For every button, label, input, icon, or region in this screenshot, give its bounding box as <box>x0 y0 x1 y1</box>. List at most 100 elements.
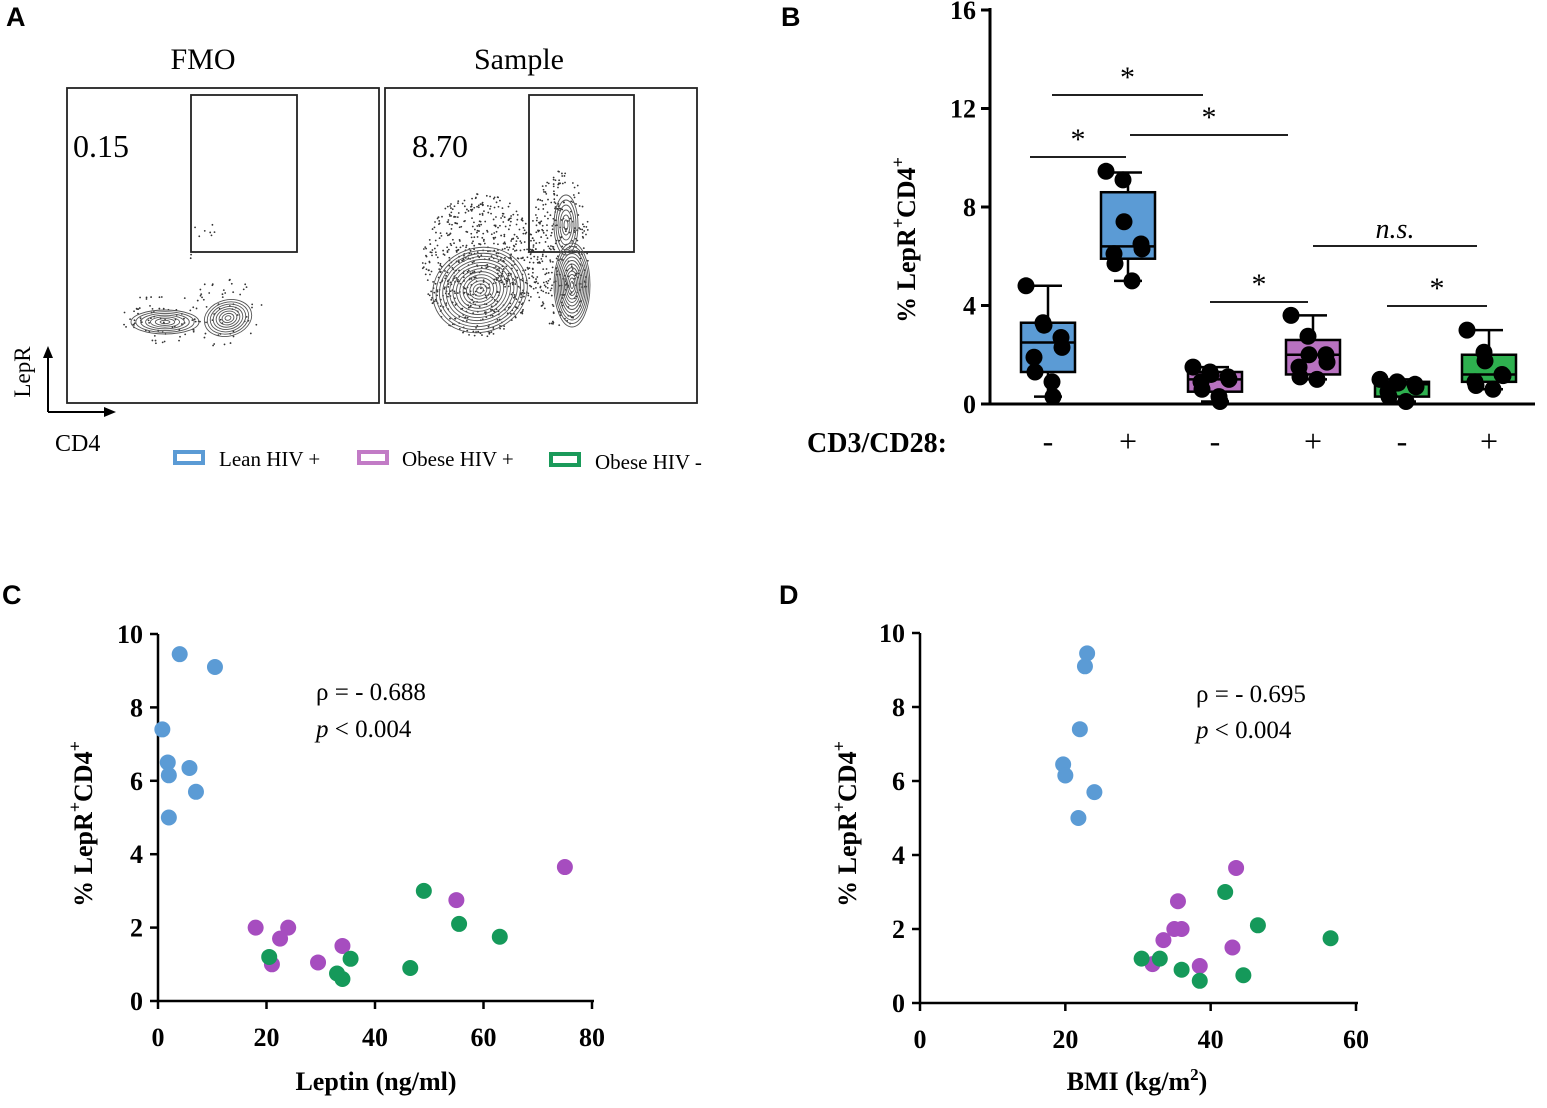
event-dot <box>520 278 522 281</box>
event-dot <box>476 236 479 238</box>
event-dot <box>493 206 496 209</box>
event-dot <box>540 220 543 223</box>
event-dot <box>163 340 166 343</box>
data-point <box>1484 380 1502 398</box>
event-dot <box>483 210 485 213</box>
event-dot <box>530 251 533 254</box>
contour-ring <box>215 308 241 328</box>
scatter-point <box>491 928 508 945</box>
event-dot <box>221 293 224 296</box>
event-dot <box>471 217 473 220</box>
event-dot <box>478 305 481 308</box>
event-dot <box>561 172 563 175</box>
event-dot <box>219 318 222 321</box>
event-dot <box>586 220 589 223</box>
event-dot <box>484 294 487 297</box>
event-dot <box>529 233 532 236</box>
scatter-point <box>1079 645 1096 662</box>
event-dot <box>520 218 523 221</box>
event-dot <box>489 195 491 198</box>
event-dot <box>542 281 545 284</box>
event-dot <box>546 282 549 285</box>
data-point <box>1123 272 1141 290</box>
event-dot <box>586 252 589 255</box>
event-dot <box>487 287 490 289</box>
event-dot <box>489 207 491 210</box>
event-dot <box>481 334 483 336</box>
event-dot <box>160 296 163 298</box>
scatter-c-x-label: Leptin (ng/ml) <box>295 1067 456 1096</box>
scatter-point <box>415 882 432 899</box>
contour-ring <box>149 316 181 328</box>
event-dot <box>491 296 494 299</box>
scatter-d-y-label: % LepR+CD4+ <box>829 741 862 907</box>
event-dot <box>542 302 545 305</box>
event-dot <box>477 206 480 209</box>
event-dot <box>531 267 534 270</box>
event-dot <box>562 201 565 204</box>
event-dot <box>516 257 519 260</box>
event-dot <box>484 311 487 314</box>
flow-x-label: CD4 <box>55 431 100 457</box>
data-point <box>1494 367 1512 385</box>
event-dot <box>464 316 467 319</box>
fmo-gate <box>190 94 298 253</box>
event-dot <box>434 239 437 242</box>
event-dot <box>425 254 427 257</box>
event-dot <box>519 240 522 243</box>
event-dot <box>522 232 525 235</box>
event-dot <box>213 231 216 234</box>
event-dot <box>476 225 479 227</box>
data-point <box>1371 370 1389 388</box>
contour-ring <box>561 214 571 236</box>
event-dot <box>502 221 505 223</box>
event-dot <box>490 331 493 333</box>
y-tick-label: 6 <box>892 767 905 796</box>
event-dot <box>462 258 465 261</box>
event-dot <box>585 226 588 228</box>
event-dot <box>449 281 452 284</box>
event-dot <box>512 213 515 216</box>
event-dot <box>470 203 473 206</box>
event-dot <box>190 253 192 256</box>
event-dot <box>547 217 549 220</box>
event-dot <box>553 248 556 251</box>
event-dot <box>209 231 212 234</box>
event-dot <box>517 237 519 240</box>
data-point <box>1043 373 1061 391</box>
event-dot <box>438 220 441 222</box>
event-dot <box>457 202 459 205</box>
event-dot <box>544 203 547 206</box>
event-dot <box>536 261 539 264</box>
event-dot <box>499 224 501 227</box>
event-dot <box>552 321 555 324</box>
event-dot <box>528 261 531 264</box>
event-dot <box>485 266 488 269</box>
event-dot <box>541 185 544 188</box>
event-dot <box>513 233 516 236</box>
event-dot <box>513 279 516 281</box>
event-dot <box>561 245 564 248</box>
event-dot <box>497 260 500 263</box>
event-dot <box>500 234 503 237</box>
data-point <box>1476 352 1494 370</box>
scatter-d-pvalue: p < 0.004 <box>1194 717 1292 744</box>
event-dot <box>471 271 474 274</box>
scatter-point <box>1173 921 1190 937</box>
event-dot <box>532 276 535 279</box>
event-dot <box>514 283 517 285</box>
stim-tick-label: - <box>1210 423 1221 459</box>
event-dot <box>140 321 143 324</box>
event-dot <box>501 215 504 217</box>
event-dot <box>500 281 503 284</box>
event-dot <box>154 342 157 345</box>
panel-b-label: B <box>781 2 801 32</box>
event-dot <box>557 170 560 173</box>
event-dot <box>503 233 506 236</box>
event-dot <box>433 226 436 229</box>
event-dot <box>551 224 554 227</box>
event-dot <box>482 240 485 242</box>
event-dot <box>508 202 511 205</box>
event-dot <box>472 301 475 304</box>
legend-label-lean: Lean HIV + <box>219 447 320 471</box>
